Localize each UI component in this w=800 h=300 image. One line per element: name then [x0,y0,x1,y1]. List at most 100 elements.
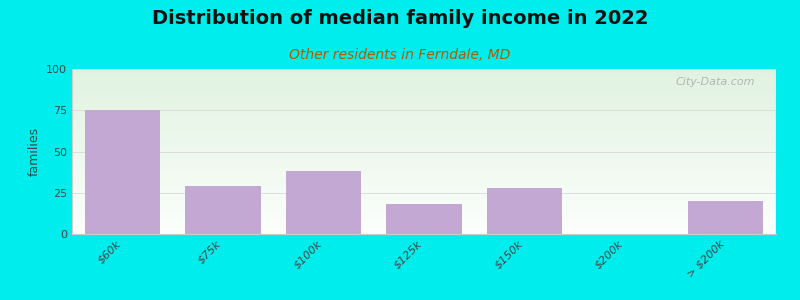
Bar [72,210,776,211]
Bar [72,142,776,143]
Bar [72,104,776,105]
Bar [72,124,776,125]
Bar [72,181,776,182]
Bar [72,140,776,141]
Bar [72,160,776,161]
Bar [72,202,776,203]
Bar [72,129,776,130]
Bar [72,224,776,225]
Bar [72,182,776,183]
Bar [72,190,776,191]
Bar [72,211,776,212]
Bar [72,176,776,177]
Bar [72,115,776,116]
Bar [72,165,776,166]
Bar [72,209,776,210]
Bar [72,97,776,98]
Bar [72,120,776,121]
Bar [72,196,776,197]
Bar [72,112,776,113]
Bar [72,90,776,91]
Bar [72,187,776,188]
Bar [72,123,776,124]
Bar [72,147,776,148]
Bar [72,117,776,118]
Bar [72,122,776,123]
Bar [72,203,776,204]
Bar [72,177,776,178]
Bar [72,233,776,234]
Bar [72,70,776,71]
Bar [72,106,776,107]
Bar [386,204,462,234]
Bar [72,144,776,145]
Bar [72,128,776,129]
Text: City-Data.com: City-Data.com [675,77,755,87]
Bar [72,220,776,221]
Bar [72,130,776,131]
Bar [72,194,776,195]
Bar [72,132,776,133]
Bar [72,76,776,77]
Bar [72,197,776,198]
Bar [72,193,776,194]
Bar [72,118,776,119]
Bar [72,86,776,87]
Bar [72,227,776,228]
Bar [85,110,160,234]
Bar [72,71,776,72]
Bar [72,153,776,154]
Bar [72,201,776,202]
Bar [72,172,776,173]
Bar [72,116,776,117]
Bar [72,137,776,138]
Bar [72,150,776,151]
Bar [72,192,776,193]
Bar [72,151,776,152]
Bar [72,109,776,110]
Bar [72,74,776,75]
Bar [72,100,776,101]
Bar [185,186,261,234]
Bar [72,81,776,82]
Bar [72,88,776,89]
Bar [72,170,776,171]
Bar [72,207,776,208]
Bar [72,125,776,126]
Bar [72,110,776,111]
Y-axis label: families: families [27,127,41,176]
Bar [72,107,776,108]
Bar [72,184,776,185]
Bar [72,206,776,207]
Bar [72,195,776,196]
Bar [72,216,776,217]
Bar [72,111,776,112]
Bar [72,183,776,184]
Bar [72,131,776,132]
Bar [72,145,776,146]
Bar [487,188,562,234]
Bar [72,156,776,157]
Bar [72,98,776,99]
Bar [72,154,776,155]
Bar [72,101,776,102]
Bar [72,126,776,127]
Bar [72,225,776,226]
Bar [72,222,776,223]
Bar [72,171,776,172]
Bar [72,155,776,156]
Bar [286,171,361,234]
Bar [72,91,776,92]
Bar [72,186,776,187]
Bar [72,108,776,109]
Bar [72,143,776,144]
Bar [72,188,776,189]
Bar [72,208,776,209]
Bar [72,231,776,232]
Bar [72,99,776,100]
Bar [72,173,776,174]
Bar [72,213,776,214]
Bar [72,212,776,213]
Bar [72,149,776,150]
Bar [72,83,776,84]
